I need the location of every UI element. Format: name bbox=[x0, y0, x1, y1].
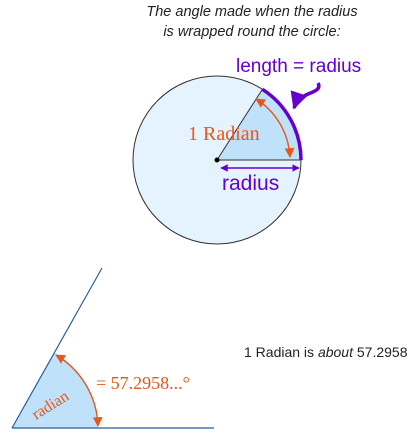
arc-length-label: length = radius bbox=[236, 56, 361, 77]
degree-value-label: = 57.2958...° bbox=[96, 373, 190, 393]
note-suffix: 57.2958 bbox=[352, 344, 408, 360]
caption-line-1: The angle made when the radius bbox=[146, 4, 358, 20]
pointer-arrow bbox=[290, 82, 321, 110]
angle-arrow-arc-bottom bbox=[55, 354, 103, 427]
angle-wedge bbox=[12, 353, 99, 428]
conversion-note: 1 Radian is about 57.2958 bbox=[244, 344, 407, 360]
caption: The angle made when the radius is wrappe… bbox=[112, 2, 392, 42]
center-dot bbox=[214, 157, 220, 163]
radius-line-angled bbox=[216, 89, 263, 161]
note-prefix: 1 Radian is bbox=[244, 344, 318, 360]
note-emphasis: about bbox=[317, 344, 353, 360]
caption-line-2: is wrapped round the circle: bbox=[163, 24, 341, 40]
angle-diagram: radian = 57.2958...° bbox=[11, 267, 214, 429]
angle-arrow-arc bbox=[255, 98, 295, 158]
circle-diagram: length = radius 1 Radian radius bbox=[132, 56, 361, 245]
radius-label: radius bbox=[222, 172, 279, 195]
angle-ray-line bbox=[11, 267, 103, 429]
one-radian-label: 1 Radian bbox=[188, 123, 260, 145]
